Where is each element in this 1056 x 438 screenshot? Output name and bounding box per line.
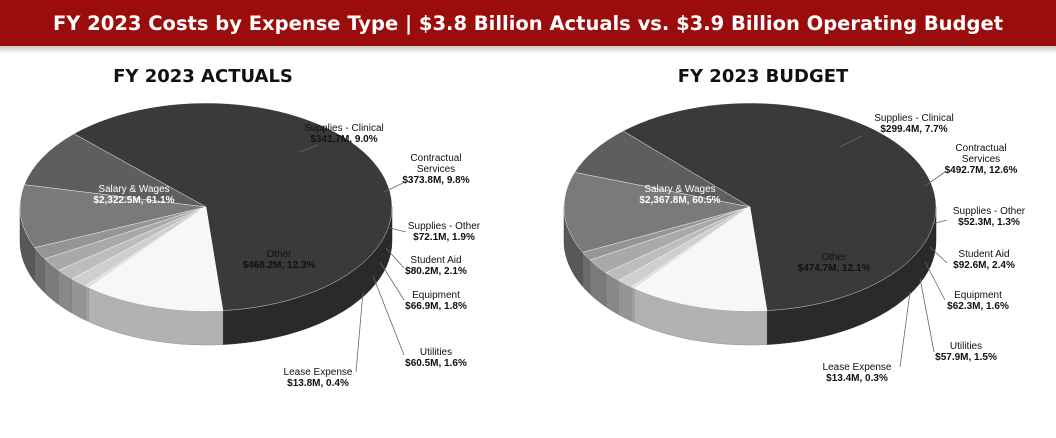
budget-leader-equipment	[924, 261, 946, 301]
actuals-label-utilities: Utilities	[420, 347, 452, 358]
actuals-leader-utilities	[372, 275, 405, 356]
actuals-leader-student-aid	[385, 247, 405, 269]
budget-value-supplies-other: $52.3M, 1.3%	[958, 217, 1020, 228]
budget-leader-contractual-services	[924, 171, 946, 187]
budget-label-student-aid: Student Aid	[958, 249, 1009, 260]
actuals-label-supplies-clinical: Supplies - Clinical	[304, 123, 383, 134]
budget-leader-student-aid	[929, 246, 948, 264]
actuals-slice-other	[88, 206, 224, 312]
budget-value-utilities: $57.9M, 1.5%	[935, 352, 997, 363]
actuals-leader-contractual-services	[383, 181, 406, 193]
actuals-label-student-aid: Student Aid	[410, 255, 461, 266]
budget-leader-lease-expense	[899, 291, 911, 368]
actuals-value-salary-and-wages: $2,322.5M, 61.1%	[93, 195, 174, 206]
actuals-value-equipment: $66.9M, 1.8%	[405, 301, 467, 312]
actuals-leader-supplies-other	[389, 227, 407, 233]
budget-value-equipment: $62.3M, 1.6%	[947, 301, 1009, 312]
budget-slice-contractual-services	[563, 172, 751, 253]
actuals-value-supplies-other: $72.1M, 1.9%	[413, 232, 475, 243]
budget-label-contractual-services-2: Services	[962, 154, 1000, 165]
actuals-label-lease-expense: Lease Expense	[284, 367, 353, 378]
actuals-leader-lease-expense	[355, 291, 364, 373]
budget-label-lease-expense: Lease Expense	[823, 362, 892, 373]
budget-leader-utilities	[919, 277, 935, 353]
actuals-value-lease-expense: $13.8M, 0.4%	[287, 378, 349, 389]
budget-value-salary-and-wages: $2,367.8M, 60.5%	[639, 195, 720, 206]
page-title: FY 2023 Costs by Expense Type | $3.8 Bil…	[52, 11, 1004, 35]
budget-slice-side-lease-expense	[630, 286, 635, 323]
actuals-slice-contractual-services	[19, 184, 207, 248]
actuals-leader-supplies-clinical	[299, 144, 319, 153]
budget-leader-supplies-clinical	[839, 135, 863, 148]
budget-label-supplies-clinical: Supplies - Clinical	[874, 113, 953, 124]
budget-label-utilities: Utilities	[950, 341, 982, 352]
actuals-label-salary-and-wages: Salary & Wages	[98, 184, 169, 195]
budget-value-supplies-clinical: $299.4M, 7.7%	[880, 124, 947, 135]
budget-chart-title: FY 2023 BUDGET	[677, 66, 849, 87]
budget-label-contractual-services-1: Contractual	[955, 143, 1006, 154]
actuals-value-other: $468.2M, 12.3%	[243, 260, 316, 271]
budget-value-student-aid: $92.6M, 2.4%	[953, 260, 1015, 271]
actuals-slice-side-lease-expense	[85, 285, 89, 322]
actuals-pie: Salary & Wages$2,322.5M, 61.1% Supplies -…	[19, 102, 481, 389]
budget-pie: Salary & Wages$2,367.8M, 60.5% Supplies -…	[563, 102, 1026, 384]
actuals-slice-salary-and-wages	[73, 102, 393, 311]
page-title-banner: FY 2023 Costs by Expense Type | $3.8 Bil…	[0, 0, 1056, 46]
actuals-leader-equipment	[379, 261, 405, 301]
budget-slice-other	[633, 206, 768, 312]
actuals-value-utilities: $60.5M, 1.6%	[405, 358, 467, 369]
actuals-chart-title: FY 2023 ACTUALS	[113, 66, 293, 87]
budget-leader-supplies-other	[931, 219, 948, 225]
budget-label-salary-and-wages: Salary & Wages	[644, 184, 715, 195]
actuals-label-contractual-services-2: Services	[417, 164, 455, 175]
actuals-slice-supplies-clinical	[24, 133, 207, 208]
actuals-label-other: Other	[266, 249, 292, 260]
budget-value-contractual-services: $492.7M, 12.6%	[945, 165, 1018, 176]
budget-value-other: $474.7M, 12.1%	[798, 263, 871, 274]
actuals-label-supplies-other: Supplies - Other	[408, 221, 481, 232]
budget-value-lease-expense: $13.4M, 0.3%	[826, 373, 888, 384]
budget-label-equipment: Equipment	[954, 290, 1002, 301]
budget-slice-side-utilities	[618, 280, 632, 322]
banner-shadow	[0, 46, 1056, 54]
actuals-value-supplies-clinical: $341.7M, 9.0%	[310, 134, 377, 145]
actuals-value-student-aid: $80.2M, 2.1%	[405, 266, 467, 277]
actuals-label-equipment: Equipment	[412, 290, 460, 301]
actuals-label-contractual-services-1: Contractual	[410, 153, 461, 164]
budget-label-supplies-other: Supplies - Other	[953, 206, 1026, 217]
actuals-value-contractual-services: $373.8M, 9.8%	[402, 175, 469, 186]
budget-slice-salary-and-wages	[622, 102, 937, 311]
budget-label-other: Other	[821, 252, 847, 263]
